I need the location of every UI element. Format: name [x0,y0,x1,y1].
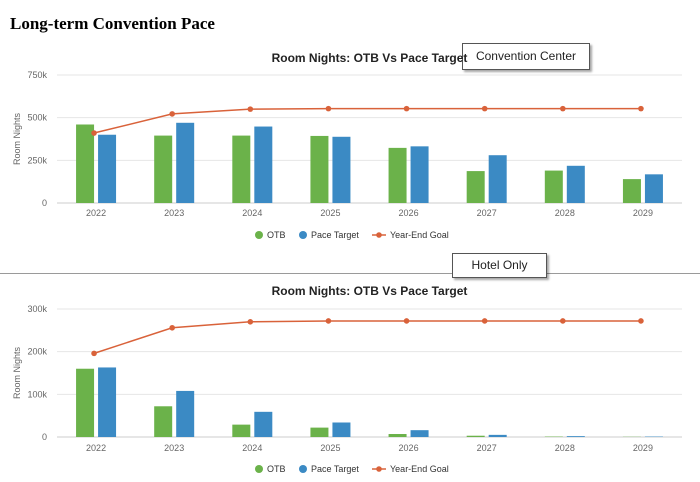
y-tick-label: 0 [42,432,47,442]
year-end-goal-point-2022 [91,350,97,357]
legend-goal-marker [376,466,382,472]
pace-target-bar-2029 [644,174,663,203]
otb-bar-2022 [76,368,95,437]
year-end-goal-point-2029 [638,105,644,112]
hotel-only-chart-panel: Hotel Only Room Nights: OTB Vs Pace Targ… [0,253,700,482]
pace-target-bar-2025 [332,422,351,437]
pace-target-bar-2023 [176,122,195,203]
pace-target-bar-2028 [566,436,585,437]
otb-bar-2025 [310,427,329,437]
year-end-goal-point-2027 [481,318,488,324]
x-tick-label: 2028 [555,443,575,453]
x-tick-label: 2029 [633,208,653,218]
year-end-goal-point-2028 [560,105,566,112]
pace-target-bar-2025 [332,136,351,203]
x-tick-label: 2029 [633,443,653,453]
legend-pace-target-marker [299,231,307,239]
x-tick-label: 2023 [164,443,184,453]
chart-title: Room Nights: OTB Vs Pace Target [272,51,468,65]
x-tick-label: 2026 [399,443,419,453]
year-end-goal-point-2024 [247,106,254,112]
x-tick-label: 2024 [242,443,262,453]
y-tick-label: 300k [27,304,47,314]
otb-bar-2023 [154,406,173,437]
otb-bar-2023 [154,135,173,203]
otb-bar-2029 [622,179,641,203]
otb-bar-2025 [310,135,329,203]
x-tick-label: 2022 [86,443,106,453]
otb-bar-2022 [76,124,95,203]
x-tick-label: 2027 [477,443,497,453]
year-end-goal-point-2024 [247,319,254,325]
year-end-goal-line [93,320,641,355]
year-end-goal-point-2023 [169,111,175,117]
legend-goal-label: Year-End Goal [390,230,449,240]
y-axis-title: Room Nights [12,112,22,165]
otb-bar-2024 [232,135,251,203]
panel-divider [0,273,700,274]
legend-pace-target-label: Pace Target [311,464,359,474]
x-tick-label: 2023 [164,208,184,218]
pace-target-bar-2026 [410,146,429,203]
x-tick-label: 2027 [477,208,497,218]
hotel-only-chart: Room Nights: OTB Vs Pace Target 0 100k 200k… [12,284,682,474]
page-title: Long-term Convention Pace [10,14,215,33]
pace-target-bar-2027 [488,155,507,203]
pace-target-bar-2027 [488,434,507,437]
year-end-goal-point-2029 [638,318,644,324]
pace-target-bar-2024 [254,126,273,203]
legend-pace-target-label: Pace Target [311,230,359,240]
year-end-goal-point-2027 [481,105,488,112]
y-tick-label: 200k [27,347,47,357]
legend-pace-target-marker [299,465,307,473]
year-end-goal-point-2025 [325,318,332,324]
year-end-goal-point-2026 [403,318,410,324]
otb-bar-2026 [388,147,407,203]
year-end-goal-point-2022 [91,130,97,136]
y-tick-label: 250k [27,155,47,165]
x-tick-label: 2022 [86,208,106,218]
y-tick-label: 500k [27,113,47,123]
legend-otb-label: OTB [267,230,286,240]
convention-center-chart: Room Nights: OTB Vs Pace Target 0 250k 500k… [12,51,682,240]
otb-bar-2027 [466,435,485,437]
legend-otb-marker [255,465,263,473]
otb-bar-2026 [388,434,407,437]
y-tick-label: 100k [27,389,47,399]
legend-otb-label: OTB [267,464,286,474]
y-axis-title: Room Nights [12,346,22,399]
year-end-goal-point-2028 [560,318,566,324]
legend-goal-marker [376,232,382,238]
otb-bar-2024 [232,424,251,437]
year-end-goal-point-2026 [403,105,410,112]
convention-center-label: Convention Center [462,43,590,70]
legend-goal-label: Year-End Goal [390,464,449,474]
x-tick-label: 2024 [242,208,262,218]
otb-bar-2027 [466,171,485,203]
x-tick-label: 2025 [320,443,340,453]
x-tick-label: 2026 [399,208,419,218]
y-tick-label: 750k [27,70,47,80]
x-tick-label: 2028 [555,208,575,218]
hotel-only-label: Hotel Only [452,253,547,278]
chart-title: Room Nights: OTB Vs Pace Target [272,284,468,298]
pace-target-bar-2022 [98,367,117,437]
x-tick-label: 2025 [320,208,340,218]
convention-center-chart-panel: Convention Center Room Nights: OTB Vs Pa… [0,38,700,270]
year-end-goal-point-2023 [169,324,175,331]
legend-otb-marker [255,231,263,239]
pace-target-bar-2023 [176,390,195,437]
pace-target-bar-2026 [410,430,429,437]
pace-target-bar-2022 [98,134,117,203]
year-end-goal-point-2025 [325,105,332,112]
y-tick-label: 0 [42,198,47,208]
otb-bar-2028 [544,170,563,203]
year-end-goal-line [93,107,641,134]
pace-target-bar-2024 [254,411,273,437]
pace-target-bar-2028 [566,165,585,203]
